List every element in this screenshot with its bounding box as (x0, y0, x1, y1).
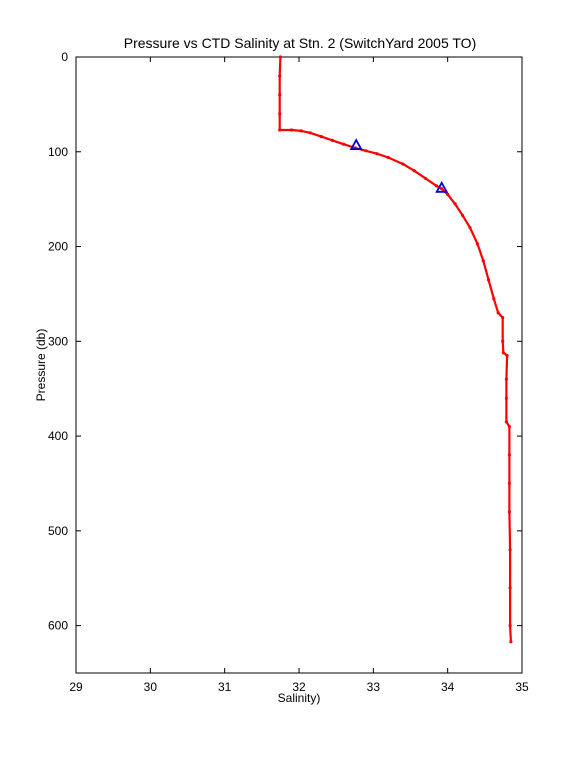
x-tick-label: 33 (367, 680, 381, 694)
salinity-profile-point (308, 131, 312, 135)
y-tick-label: 600 (48, 619, 68, 633)
salinity-profile-point (278, 112, 282, 116)
salinity-profile-point (434, 184, 439, 188)
triangle-marker (435, 180, 449, 193)
salinity-profile-point (278, 93, 282, 97)
salinity-profile-point (423, 176, 427, 180)
salinity-profile-point (460, 213, 465, 217)
salinity-profile-point (508, 548, 512, 552)
y-axis-label: Pressure (db) (34, 329, 48, 402)
salinity-profile-point (504, 420, 508, 424)
triangle-marker (349, 138, 363, 151)
salinity-profile-point (278, 128, 282, 132)
x-axis-label: Salinity) (278, 691, 321, 705)
salinity-profile-point (496, 311, 500, 315)
salinity-profile-point (412, 169, 416, 173)
salinity-profile-point (507, 453, 511, 457)
salinity-profile-point (509, 640, 513, 644)
salinity-profile-point (330, 138, 335, 142)
y-tick-label: 400 (48, 429, 68, 443)
x-axis-ticks: 29 30 31 32 33 34 35 (69, 57, 529, 694)
series-layer (278, 55, 513, 644)
salinity-profile-point (440, 187, 444, 191)
salinity-profile-point (508, 624, 512, 628)
salinity-profile-point (319, 135, 323, 139)
y-tick-label: 200 (48, 240, 68, 254)
salinity-profile-point (278, 74, 282, 78)
salinity-profile-point (501, 339, 505, 343)
salinity-profile-point (475, 242, 479, 246)
y-axis-ticks: 0 100 200 300 400 500 600 (48, 50, 522, 633)
plot-area (75, 56, 523, 674)
salinity-profile-point (401, 162, 405, 166)
salinity-profile-point (299, 129, 303, 133)
x-tick-label: 31 (218, 680, 232, 694)
x-tick-label: 32 (292, 680, 306, 694)
salinity-profile-point (468, 226, 472, 230)
y-tick-label: 0 (61, 50, 68, 64)
salinity-profile-point (481, 259, 485, 263)
salinity-profile-point (507, 510, 511, 514)
salinity-profile-point (505, 353, 509, 358)
x-tick-label: 30 (144, 680, 158, 694)
salinity-profile-point (290, 128, 294, 132)
salinity-profile-point (508, 586, 512, 590)
salinity-profile-point (364, 149, 368, 153)
salinity-profile-point (492, 297, 496, 301)
x-tick-label: 34 (441, 680, 455, 694)
x-tick-label: 29 (69, 680, 83, 694)
salinity-profile-point (501, 351, 505, 355)
salinity-profile-point (453, 202, 457, 206)
salinity-profile-point (342, 142, 346, 146)
salinity-profile-point (507, 481, 511, 486)
salinity-profile-point (375, 152, 379, 156)
salinity-profile-point (446, 192, 450, 196)
y-tick-label: 300 (48, 334, 68, 348)
marker-layer (349, 138, 449, 193)
y-tick-label: 500 (48, 524, 68, 538)
salinity-profile-point (501, 316, 505, 320)
salinity-profile-point (507, 425, 511, 429)
salinity-profile-point (386, 155, 390, 160)
salinity-profile-point (504, 396, 508, 400)
salinity-profile-point (486, 278, 491, 282)
chart-title: Pressure vs CTD Salinity at Stn. 2 (Swit… (124, 35, 476, 51)
salinity-profile-point (278, 55, 282, 59)
x-tick-label: 35 (515, 680, 529, 694)
salinity-profile-point (504, 377, 508, 381)
y-tick-label: 100 (48, 145, 68, 159)
